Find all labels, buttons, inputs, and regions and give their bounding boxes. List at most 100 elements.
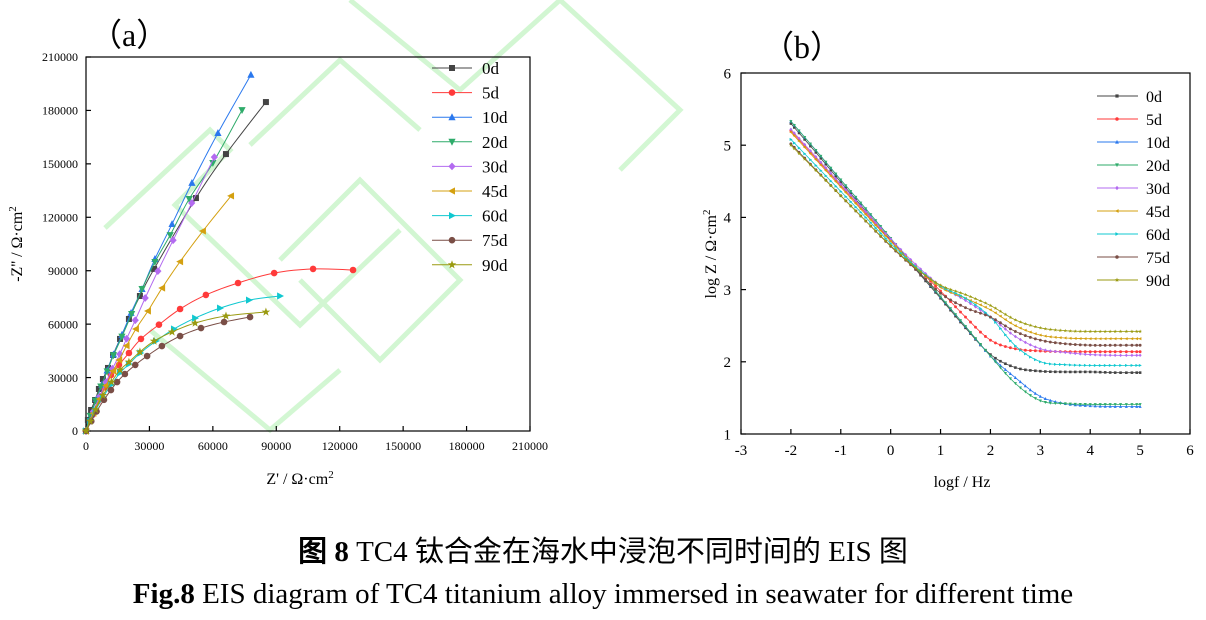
legend-label: 75d xyxy=(482,231,508,250)
data-point xyxy=(819,163,823,167)
data-point xyxy=(797,136,801,141)
data-point xyxy=(151,265,158,272)
y-tick-label: 180000 xyxy=(42,104,78,118)
data-point xyxy=(1108,353,1112,357)
data-point xyxy=(309,265,317,273)
data-point xyxy=(1113,363,1117,367)
data-point xyxy=(983,348,988,352)
data-point xyxy=(869,218,873,222)
data-point xyxy=(1003,327,1007,331)
data-point xyxy=(789,122,793,125)
data-point xyxy=(1018,332,1022,336)
chart-b: -3 -2 -1 0 1 2 3 4 5 6 1 2 3 4 5 6 （b） logf / Hz log Z / Ω… xyxy=(701,29,1194,491)
y-tick-label: 90000 xyxy=(48,264,78,278)
data-point xyxy=(802,157,807,161)
data-point xyxy=(863,219,868,223)
data-point xyxy=(1083,337,1087,341)
data-point xyxy=(1103,350,1107,354)
legend-item-0d: 0d xyxy=(1097,89,1162,106)
legend-label: 30d xyxy=(1146,181,1170,198)
data-point xyxy=(829,174,833,178)
data-point xyxy=(246,313,254,321)
data-point xyxy=(1023,390,1027,394)
data-point xyxy=(188,179,196,186)
data-point xyxy=(81,426,91,435)
data-point xyxy=(979,311,982,315)
data-point xyxy=(869,213,873,217)
y-axis-label: log Z / Ω·cm2 xyxy=(701,210,720,299)
data-point xyxy=(983,301,988,305)
data-point xyxy=(989,338,992,342)
caption-english-prefix: Fig.8 xyxy=(132,578,195,610)
data-point xyxy=(828,183,833,188)
data-point xyxy=(1014,366,1017,369)
data-point xyxy=(1019,348,1023,352)
data-point xyxy=(1023,321,1028,326)
legend-marker xyxy=(448,162,456,171)
data-point xyxy=(1098,353,1102,357)
data-point xyxy=(844,187,848,192)
data-point xyxy=(220,318,228,326)
data-point xyxy=(1008,377,1012,381)
legend-marker xyxy=(1115,163,1119,168)
data-point xyxy=(1029,369,1032,372)
data-point xyxy=(944,295,947,299)
data-point xyxy=(903,257,908,261)
data-point xyxy=(176,305,184,313)
legend-item-30d: 30d xyxy=(432,157,508,176)
data-point xyxy=(1098,363,1102,368)
data-point xyxy=(1138,371,1142,374)
data-point xyxy=(107,377,116,386)
data-point xyxy=(1003,345,1007,348)
data-point xyxy=(1078,343,1082,347)
data-point xyxy=(929,282,933,286)
data-point xyxy=(1058,336,1062,340)
data-point xyxy=(859,204,863,208)
legend-label: 10d xyxy=(1146,135,1170,152)
data-point xyxy=(1078,337,1082,341)
data-point xyxy=(858,214,863,218)
data-point xyxy=(1093,343,1097,347)
legend-marker xyxy=(448,236,456,244)
data-point xyxy=(1068,336,1072,340)
data-point xyxy=(1009,339,1013,343)
data-point xyxy=(1038,325,1043,330)
plot-frame xyxy=(740,72,1191,435)
data-point xyxy=(943,285,948,290)
data-point xyxy=(1033,337,1037,341)
data-point xyxy=(1138,363,1142,367)
data-point xyxy=(1028,394,1032,398)
data-point xyxy=(874,219,878,223)
y-tick-label: 30000 xyxy=(48,371,78,385)
watermark xyxy=(103,0,684,434)
data-point xyxy=(789,130,793,134)
data-point xyxy=(131,316,139,325)
data-point xyxy=(833,188,838,193)
data-point xyxy=(893,248,898,252)
data-point xyxy=(1093,337,1097,341)
data-point xyxy=(988,308,992,312)
caption-chinese-prefix: 图 8 xyxy=(298,536,349,568)
data-point xyxy=(809,144,812,148)
y-tick-label: 210000 xyxy=(42,50,78,64)
data-point xyxy=(1013,347,1017,351)
data-point xyxy=(814,163,818,167)
legend-marker xyxy=(1115,185,1119,191)
data-point xyxy=(1108,404,1112,408)
data-point xyxy=(789,137,793,141)
data-point xyxy=(1118,329,1123,334)
data-point xyxy=(953,289,958,293)
legend-label: 10d xyxy=(482,108,508,127)
data-point xyxy=(1113,329,1117,334)
data-point xyxy=(1033,332,1037,336)
data-point xyxy=(998,323,1002,327)
series-90d xyxy=(81,307,271,435)
data-point xyxy=(103,368,111,376)
data-point xyxy=(808,142,813,146)
data-point xyxy=(121,370,129,378)
legend-label: 75d xyxy=(1146,250,1170,267)
data-point xyxy=(1063,336,1067,340)
legend-label: 0d xyxy=(482,59,500,78)
data-point xyxy=(1113,353,1117,357)
data-point xyxy=(190,318,200,327)
